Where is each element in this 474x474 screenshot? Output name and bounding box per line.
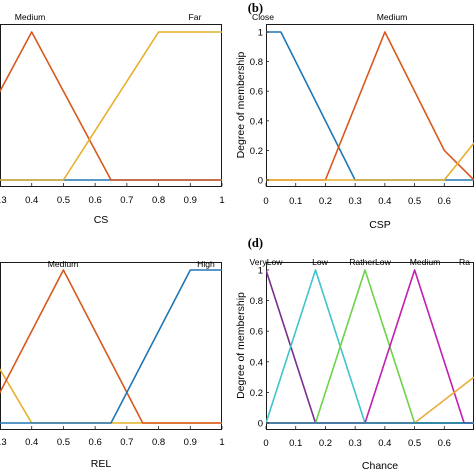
series-group <box>266 31 474 181</box>
mf-label-far: Far <box>189 12 202 22</box>
y-tick-label: 0 <box>258 176 263 187</box>
mf-label-partial: Ra <box>459 257 470 267</box>
x-tick-label: 0.5 <box>408 196 421 207</box>
x-tick-label: 0.9 <box>184 195 197 206</box>
x-tick-label: 0.3 <box>0 195 7 206</box>
mf-label-medium: Medium <box>48 259 79 269</box>
x-tick-label: 0.5 <box>57 195 70 206</box>
x-tick-label: 0.6 <box>89 195 102 206</box>
series-line-medium <box>0 31 222 181</box>
mf-label-medium: Medium <box>377 12 408 22</box>
series-group <box>0 31 222 181</box>
x-tick-label: 0.6 <box>438 196 451 207</box>
x-tick-label: 1 <box>219 195 224 206</box>
y-tick-label: 1 <box>258 28 263 39</box>
y-tick-label: 0.4 <box>250 357 263 368</box>
panel-c-rel: 0.3 0.4 0.5 0.6 0.7 0.8 0.9 1 REL Medium High <box>0 259 225 470</box>
y-tick-label: 0.8 <box>250 57 263 68</box>
x-axis-label: Chance <box>362 460 398 472</box>
plot-frame <box>0 262 222 430</box>
x-tick-label: 0.4 <box>378 438 391 449</box>
x-tick-label: 0.4 <box>378 196 391 207</box>
mf-label-high: High <box>197 259 215 269</box>
panel-letter: (b) <box>248 1 263 15</box>
y-tick-label: 0 <box>258 419 263 430</box>
y-axis-label: Degree of membership <box>235 51 247 158</box>
series-group <box>0 269 222 424</box>
mf-label-medium: Medium <box>410 257 441 267</box>
x-tick-label: 0.5 <box>408 438 421 449</box>
y-axis-label: Degree of membership <box>235 292 247 399</box>
x-tick-label: 0.2 <box>319 196 332 207</box>
x-tick-label: 0.3 <box>0 437 7 448</box>
x-tick-label: 0.2 <box>319 438 332 449</box>
x-tick-label: 1 <box>219 437 224 448</box>
x-tick-label: 0.8 <box>152 195 165 206</box>
mf-label-verylow: VeryLow <box>250 257 284 267</box>
x-tick-label: 0.6 <box>438 438 451 449</box>
x-tick-label: 0.7 <box>120 437 133 448</box>
x-tick-label: 0.7 <box>120 195 133 206</box>
series-line-ratherlow <box>266 269 474 424</box>
x-tick-label: 0.4 <box>25 437 38 448</box>
panel-letter: (d) <box>248 236 263 250</box>
x-tick-label: 0 <box>263 438 268 449</box>
panel-b-csp: 0 0.1 0.2 0.3 0.4 0.5 0.6 0 0.2 0.4 0.6 0.8 1 CSP Degr… <box>235 1 474 231</box>
series-line-medium <box>266 269 474 424</box>
series-line-low <box>266 269 474 424</box>
mf-label-low: Low <box>312 257 329 267</box>
x-tick-label: 0.8 <box>152 437 165 448</box>
series-line-high <box>0 269 222 424</box>
x-tick-label: 0 <box>263 196 268 207</box>
panel-a-cs: 0.3 0.4 0.5 0.6 0.7 0.8 0.9 1 CS Medium Far <box>0 12 225 226</box>
y-tick-label: 0.8 <box>250 296 263 307</box>
y-tick-label: 0.2 <box>250 146 263 157</box>
mf-label-ratherlow: RatherLow <box>349 257 391 267</box>
series-line-unnamed-2 <box>266 142 474 181</box>
plot-frame <box>0 24 222 187</box>
x-tick-label: 0.4 <box>25 195 38 206</box>
plot-frame <box>266 24 474 187</box>
x-axis-label: CSP <box>369 219 391 231</box>
y-tick-label: 0.6 <box>250 87 263 98</box>
x-tick-label: 0.9 <box>184 437 197 448</box>
series-line-medium <box>0 269 222 424</box>
mf-label-medium: Medium <box>15 12 46 22</box>
y-tick-label: 0.6 <box>250 327 263 338</box>
series-line-medium <box>266 31 474 181</box>
x-axis-label: REL <box>91 458 112 470</box>
x-axis-label: CS <box>94 214 109 226</box>
x-tick-label: 0.5 <box>57 437 70 448</box>
series-line-unnamed-4 <box>266 376 474 424</box>
series-group <box>266 269 474 424</box>
series-line-far <box>0 31 222 181</box>
panel-d-chance: 0 0.1 0.2 0.3 0.4 0.5 0.6 0 0.2 0.4 0.6 0.8 1 Chance D… <box>235 236 474 472</box>
x-tick-label: 0.3 <box>349 438 362 449</box>
x-tick-label: 0.3 <box>349 196 362 207</box>
series-line-unnamed-0 <box>0 368 222 424</box>
y-tick-label: 0.2 <box>250 388 263 399</box>
x-tick-label: 0.1 <box>289 438 302 449</box>
y-tick-label: 0.4 <box>250 116 263 127</box>
series-line-verylow <box>266 269 474 424</box>
mf-label-close: Close <box>252 12 274 22</box>
x-tick-label: 0.1 <box>289 196 302 207</box>
y-tick-label: 1 <box>258 266 263 277</box>
x-tick-label: 0.6 <box>89 437 102 448</box>
series-line-close <box>266 31 474 181</box>
